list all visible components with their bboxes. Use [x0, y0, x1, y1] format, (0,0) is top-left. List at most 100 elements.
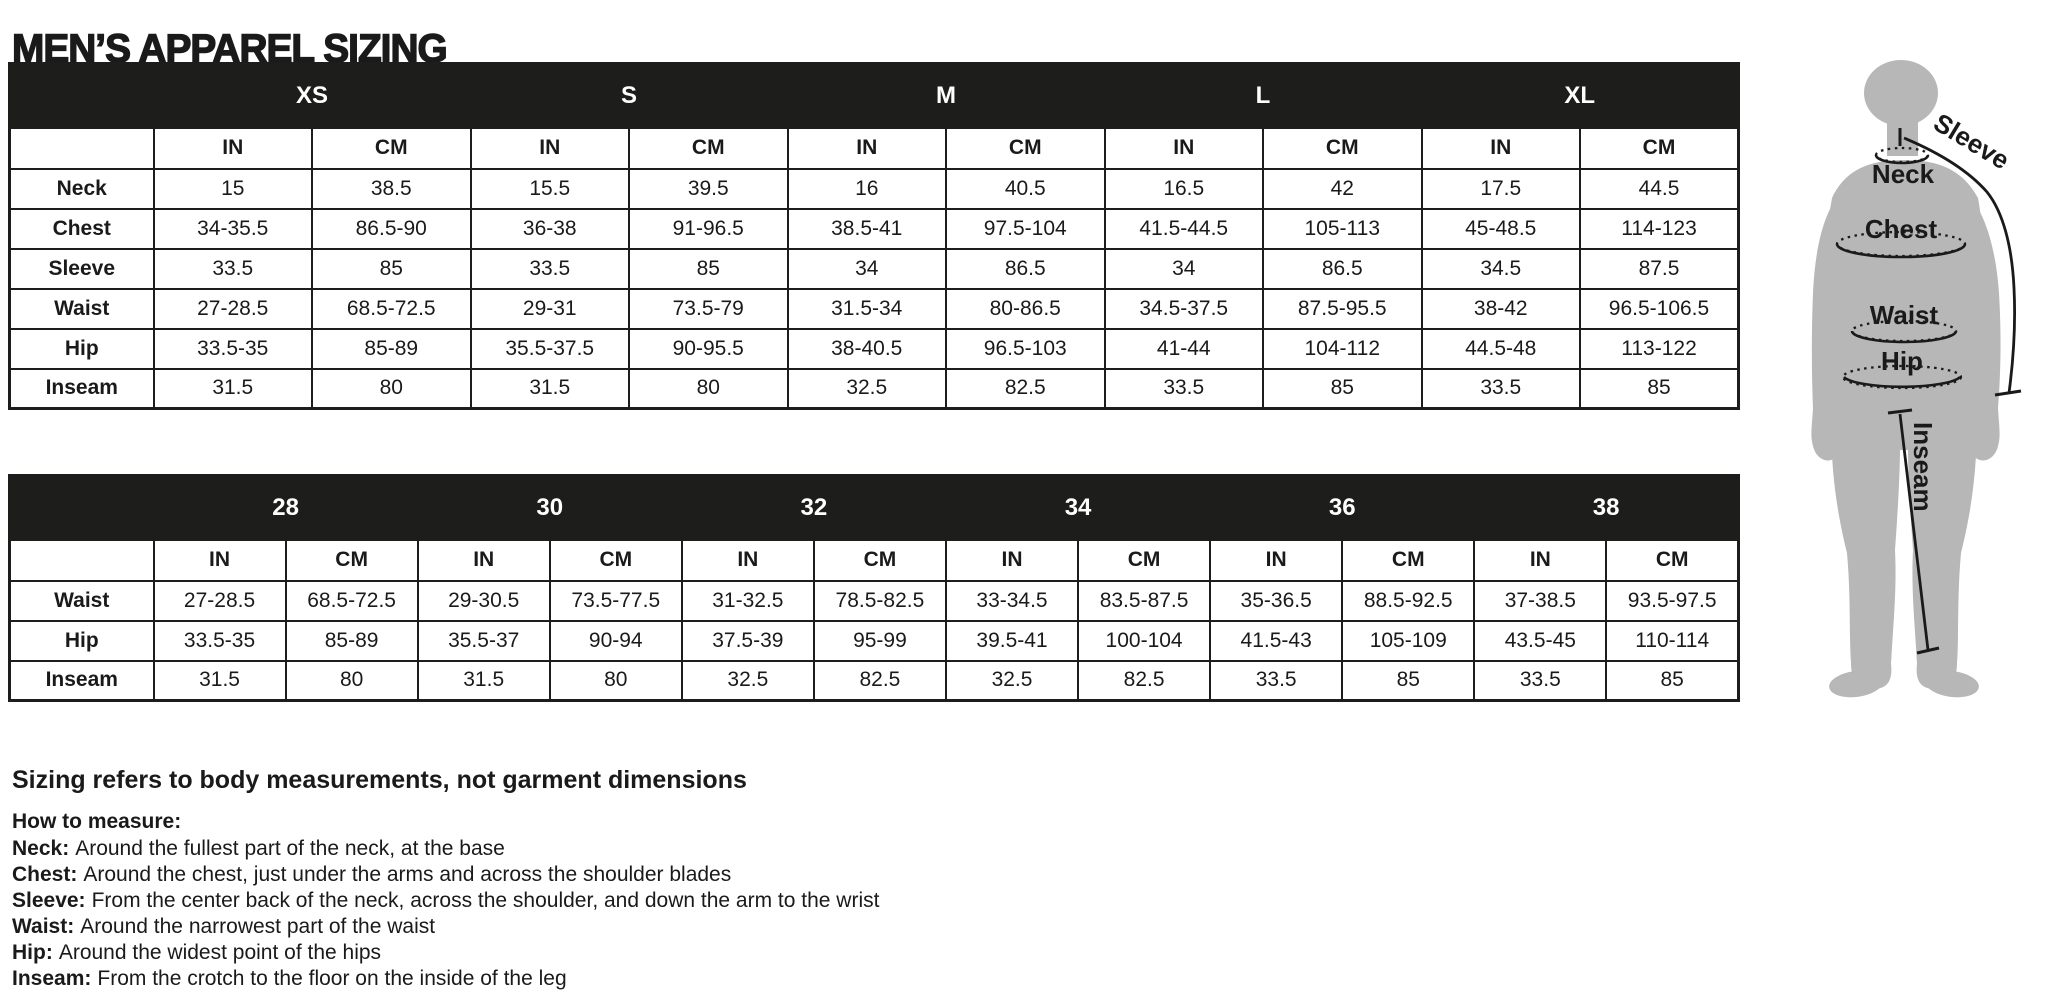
table-cell: 85 [1579, 367, 1740, 410]
unit-label: IN [1103, 126, 1264, 170]
measure-term: Hip: [12, 941, 53, 964]
table-cell: 16 [786, 167, 947, 210]
table-cell: 33.5 [1420, 367, 1581, 410]
table-cell: 93.5-97.5 [1605, 579, 1740, 622]
unit-label: CM [1341, 538, 1476, 582]
table-cell: 105-113 [1262, 207, 1423, 250]
waist-size-table-container: 28 30 32 34 36 38 IN CM IN CM IN CM IN CM IN CM IN CM Wais… [8, 474, 1740, 702]
table-cell: 85 [1341, 659, 1476, 702]
table-row: Chest 34-35.5 86.5-90 36-38 91-96.5 38.5-41 97… [8, 207, 1740, 250]
table-cell: 39.5-41 [944, 619, 1080, 662]
size-label: XS [152, 62, 472, 129]
table-cell: 39.5 [628, 167, 789, 210]
table-cell: 96.5-106.5 [1579, 287, 1740, 330]
table-cell: 31.5 [152, 659, 287, 702]
figure-left-leg [1831, 406, 1901, 689]
table-cell: 29-31 [469, 287, 630, 330]
measurement-marks [1835, 128, 2022, 655]
sizing-table: XS S M L XL IN CM IN CM IN CM IN CM IN CM Neck 15 38.5 15.… [8, 62, 1740, 410]
table-cell: 16.5 [1103, 167, 1264, 210]
table-cell: 33.5-35 [152, 327, 313, 370]
inseam-measure-line [1898, 413, 1930, 651]
table-cell: 33.5 [1473, 659, 1608, 702]
table-cell: 86.5-90 [311, 207, 472, 250]
table-cell: 37.5-39 [680, 619, 815, 662]
table-cell: 85 [311, 247, 472, 290]
row-label: Waist [8, 579, 155, 622]
body-silhouette [1811, 60, 2001, 698]
size-label: L [1103, 62, 1423, 129]
figure-right-foot [1925, 670, 1979, 698]
unit-label: CM [945, 126, 1106, 170]
measure-term: Waist: [12, 915, 75, 938]
table-cell: 96.5-103 [945, 327, 1106, 370]
table-cell: 34.5 [1420, 247, 1581, 290]
table-cell: 35.5-37 [416, 619, 551, 662]
body-measurement-figure: Neck Chest Waist Hip Sleeve Inseam [1800, 48, 2040, 708]
table-cell: 114-123 [1579, 207, 1740, 250]
table-cell: 31.5 [416, 659, 551, 702]
unit-label: IN [152, 126, 313, 170]
measure-term: Chest: [12, 863, 78, 886]
table-cell: 85-89 [284, 619, 419, 662]
table-cell: 45-48.5 [1420, 207, 1581, 250]
sizing-table: 28 30 32 34 36 38 IN CM IN CM IN CM IN CM IN CM IN CM Wais… [8, 474, 1740, 702]
table-cell: 80 [284, 659, 419, 702]
table-cell: 41-44 [1103, 327, 1264, 370]
unit-label: IN [152, 538, 287, 582]
unit-label: IN [1209, 538, 1344, 582]
table-cell: 44.5-48 [1420, 327, 1581, 370]
table-cell: 73.5-77.5 [548, 579, 683, 622]
table-cell: 87.5 [1579, 247, 1740, 290]
table-cell: 90-95.5 [628, 327, 789, 370]
table-cell: 37-38.5 [1473, 579, 1608, 622]
table-cell: 104-112 [1262, 327, 1423, 370]
table-row: Inseam 31.5 80 31.5 80 32.5 82.5 32.5 82.5 33.5 85… [8, 659, 1740, 702]
table-cell: 83.5-87.5 [1077, 579, 1212, 622]
table-cell: 68.5-72.5 [284, 579, 419, 622]
unit-label: IN [416, 538, 551, 582]
table-cell: 27-28.5 [152, 287, 313, 330]
measure-term: Sleeve: [12, 889, 86, 912]
hip-measure-arc [1843, 376, 1961, 389]
table-cell: 38-42 [1420, 287, 1581, 330]
row-label: Hip [8, 327, 155, 370]
table-cell: 32.5 [786, 367, 947, 410]
chest-measure-arc [1835, 243, 1967, 259]
table-cell: 73.5-79 [628, 287, 789, 330]
unit-label: CM [812, 538, 947, 582]
table-cell: 27-28.5 [152, 579, 287, 622]
size-label: XL [1420, 62, 1740, 129]
measure-description: From the crotch to the floor on the insi… [97, 967, 567, 990]
size-label: S [469, 62, 789, 129]
table-cell: 33.5-35 [152, 619, 287, 662]
figure-left-foot [1829, 670, 1883, 698]
row-label: Sleeve [8, 247, 155, 290]
unit-label: CM [548, 538, 683, 582]
unit-label: IN [1420, 126, 1581, 170]
table-cell: 80 [548, 659, 683, 702]
size-header-row: XS S M L XL [8, 62, 1740, 129]
table-cell: 82.5 [812, 659, 947, 702]
unit-label: CM [284, 538, 419, 582]
table-cell: 34 [786, 247, 947, 290]
table-cell: 85 [1262, 367, 1423, 410]
header-corner-cell [8, 474, 155, 541]
unit-label: CM [311, 126, 472, 170]
hip-figure-label: Hip [1881, 346, 1923, 376]
table-cell: 31.5 [152, 367, 313, 410]
table-cell: 33.5 [469, 247, 630, 290]
measure-instruction: Inseam: From the crotch to the floor on t… [12, 966, 1112, 992]
table-cell: 87.5-95.5 [1262, 287, 1423, 330]
size-header-row: 28 30 32 34 36 38 [8, 474, 1740, 541]
measure-term: Inseam: [12, 967, 92, 990]
table-cell: 33.5 [152, 247, 313, 290]
size-label: 30 [416, 474, 683, 541]
unit-label: IN [680, 538, 815, 582]
measure-description: Around the fullest part of the neck, at … [75, 837, 505, 860]
unit-label: CM [1579, 126, 1740, 170]
table-cell: 80-86.5 [945, 287, 1106, 330]
measure-description: Around the narrowest part of the waist [80, 915, 436, 938]
unit-corner-cell [8, 538, 155, 582]
table-cell: 31.5-34 [786, 287, 947, 330]
